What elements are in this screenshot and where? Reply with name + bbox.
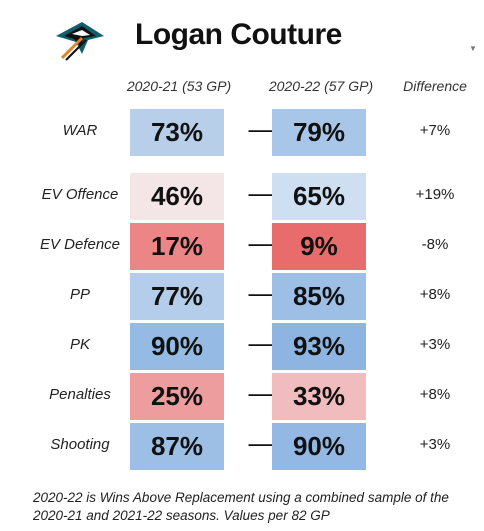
difference-value: +7% bbox=[419, 122, 451, 139]
row-label: Shooting bbox=[50, 436, 110, 453]
season1-value-cell: 17% bbox=[130, 223, 224, 270]
season1-header: 2020-21 (53 GP) bbox=[126, 78, 232, 94]
row-label: Penalties bbox=[49, 386, 111, 403]
season1-value-cell: 87% bbox=[130, 423, 224, 470]
season2-value-cell: 85% bbox=[272, 273, 366, 320]
difference-value: +8% bbox=[419, 386, 451, 403]
season1-value-cell: 73% bbox=[130, 109, 224, 156]
row-label: WAR bbox=[62, 122, 98, 139]
difference-value: +19% bbox=[415, 186, 455, 203]
season2-value-cell: 33% bbox=[272, 373, 366, 420]
season1-value-cell: 46% bbox=[130, 173, 224, 220]
season2-value-cell: 65% bbox=[272, 173, 366, 220]
season2-header: 2020-22 (57 GP) bbox=[268, 78, 374, 94]
season1-value-cell: 90% bbox=[130, 323, 224, 370]
season2-value-cell: 90% bbox=[272, 423, 366, 470]
season2-value-cell: 93% bbox=[272, 323, 366, 370]
row-label: EV Defence bbox=[39, 236, 121, 253]
season1-value-cell: 25% bbox=[130, 373, 224, 420]
difference-value: +8% bbox=[419, 286, 451, 303]
row-label: PK bbox=[69, 336, 90, 353]
season2-value-cell: 9% bbox=[272, 223, 366, 270]
row-label: PP bbox=[69, 286, 90, 303]
row-label: EV Offence bbox=[41, 186, 119, 203]
sharks-logo-icon bbox=[56, 22, 104, 61]
chevron-down-icon[interactable]: ▼ bbox=[469, 44, 477, 53]
player-name-title: Logan Couture bbox=[135, 18, 342, 51]
season2-value-cell: 79% bbox=[272, 109, 366, 156]
difference-value: +3% bbox=[419, 336, 451, 353]
footnote: 2020-22 is Wins Above Replacement using … bbox=[33, 490, 449, 523]
difference-header: Difference bbox=[403, 78, 467, 94]
difference-value: -8% bbox=[421, 236, 449, 253]
difference-value: +3% bbox=[419, 436, 451, 453]
season1-value-cell: 77% bbox=[130, 273, 224, 320]
